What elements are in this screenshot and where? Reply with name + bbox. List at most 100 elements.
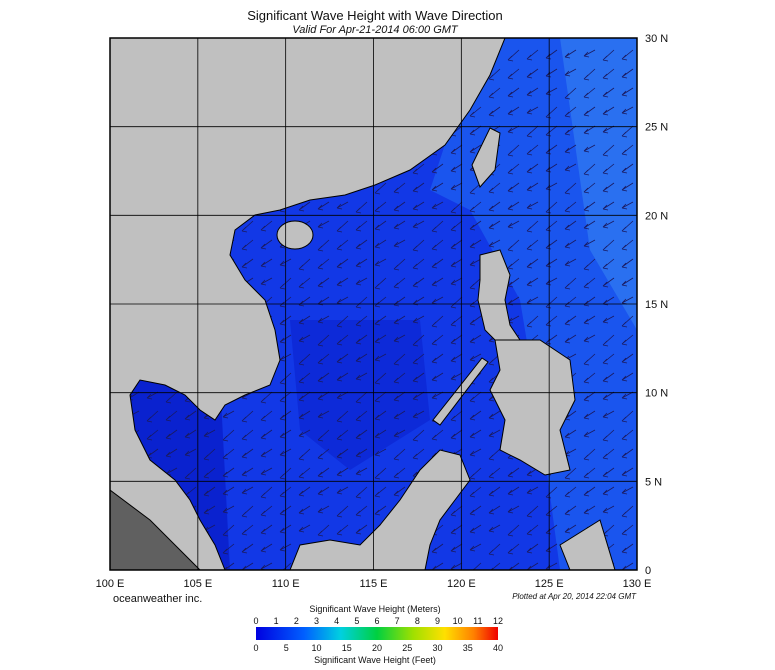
colorbar-ticks: 0 1 2 3 4 5 6 7 8 9 10 11 120 5 10 15 20 25 30 35 40 xyxy=(253,616,503,653)
arrow xyxy=(621,87,634,97)
meters-tick-label: 4 xyxy=(334,616,339,626)
arrow xyxy=(412,201,425,211)
arrow xyxy=(241,486,254,495)
arrow xyxy=(583,49,596,58)
arrow xyxy=(526,49,539,61)
arrow xyxy=(203,505,216,515)
arrow xyxy=(298,429,311,438)
arrow xyxy=(507,258,520,270)
arrow xyxy=(298,201,311,212)
arrow xyxy=(490,562,501,570)
arrow xyxy=(469,543,482,552)
arrow xyxy=(298,334,311,343)
arrow xyxy=(431,429,444,441)
meters-tick-label: 2 xyxy=(294,616,299,626)
map-frame xyxy=(109,37,638,571)
lat-label: 30 N xyxy=(645,33,668,45)
lon-label: 120 E xyxy=(447,578,476,590)
arrow xyxy=(583,277,596,289)
arrow xyxy=(431,277,444,287)
arrow xyxy=(507,106,520,116)
lon-label: 110 E xyxy=(272,578,300,590)
feet-tick-label: 5 xyxy=(284,643,289,653)
arrow xyxy=(450,505,463,517)
arrow xyxy=(222,467,235,478)
arrow xyxy=(203,486,216,497)
subtitle: Valid For Apr-21-2014 06:00 GMT xyxy=(292,24,459,36)
arrow xyxy=(507,144,520,157)
arrow xyxy=(260,448,273,458)
arrow xyxy=(336,239,349,251)
arrow xyxy=(355,277,368,286)
arrow xyxy=(412,315,425,324)
arrow xyxy=(431,220,444,233)
arrow xyxy=(184,467,197,480)
arrow xyxy=(621,277,634,287)
arrow xyxy=(260,277,273,286)
arrow xyxy=(602,334,615,347)
arrow xyxy=(355,505,368,517)
arrow xyxy=(374,258,387,267)
arrow xyxy=(241,410,254,423)
lat-label: 0 xyxy=(645,565,651,577)
arrow xyxy=(260,505,273,517)
arrow xyxy=(621,125,634,138)
arrow xyxy=(374,353,387,362)
title: Significant Wave Height with Wave Direct… xyxy=(247,8,503,23)
arrow xyxy=(507,87,520,98)
arrow xyxy=(564,486,577,498)
arrow xyxy=(621,372,634,382)
arrow xyxy=(621,220,634,233)
arrow xyxy=(583,239,596,248)
arrow xyxy=(412,372,425,383)
arrow xyxy=(564,258,577,267)
arrow xyxy=(355,315,368,327)
arrow xyxy=(450,429,463,440)
arrow xyxy=(564,315,577,326)
meters-tick-label: 8 xyxy=(415,616,420,626)
arrow xyxy=(488,182,501,194)
arrow xyxy=(374,315,387,326)
feet-tick-label: 10 xyxy=(311,643,321,653)
arrow xyxy=(583,68,596,81)
axis-labels: 100 E 105 E 110 E 115 E 120 E 125 E 130 E0 5 N 1… xyxy=(96,33,669,590)
arrow xyxy=(336,429,349,441)
arrow xyxy=(317,220,330,229)
arrow xyxy=(564,277,577,290)
arrow xyxy=(431,182,444,192)
lat-label: 25 N xyxy=(645,122,668,134)
meters-tick-label: 9 xyxy=(435,616,440,626)
arrow xyxy=(583,220,596,230)
arrow xyxy=(526,486,539,495)
arrow xyxy=(298,391,311,402)
arrow xyxy=(184,410,197,421)
arrow xyxy=(165,448,178,458)
arrow xyxy=(564,144,577,154)
arrow xyxy=(393,429,406,438)
lon-label: 125 E xyxy=(535,578,564,590)
feet-tick-label: 40 xyxy=(493,643,503,653)
arrow xyxy=(507,68,520,80)
arrow xyxy=(621,429,634,441)
arrow xyxy=(260,524,273,535)
arrow xyxy=(317,486,330,496)
arrow xyxy=(165,429,178,440)
arrow xyxy=(488,524,501,533)
arrow xyxy=(507,201,520,211)
arrow xyxy=(564,334,577,344)
arrow xyxy=(355,524,368,535)
arrow xyxy=(583,391,596,402)
arrow xyxy=(298,467,311,479)
arrow xyxy=(488,239,501,248)
arrow xyxy=(602,87,615,98)
arrow xyxy=(621,315,634,328)
arrow xyxy=(412,429,425,442)
arrow xyxy=(241,543,254,554)
arrow xyxy=(241,505,254,518)
arrow xyxy=(583,505,596,515)
arrow xyxy=(317,410,330,419)
arrow xyxy=(374,220,387,231)
arrow xyxy=(602,315,615,324)
arrow xyxy=(602,486,615,496)
arrow xyxy=(564,429,577,439)
